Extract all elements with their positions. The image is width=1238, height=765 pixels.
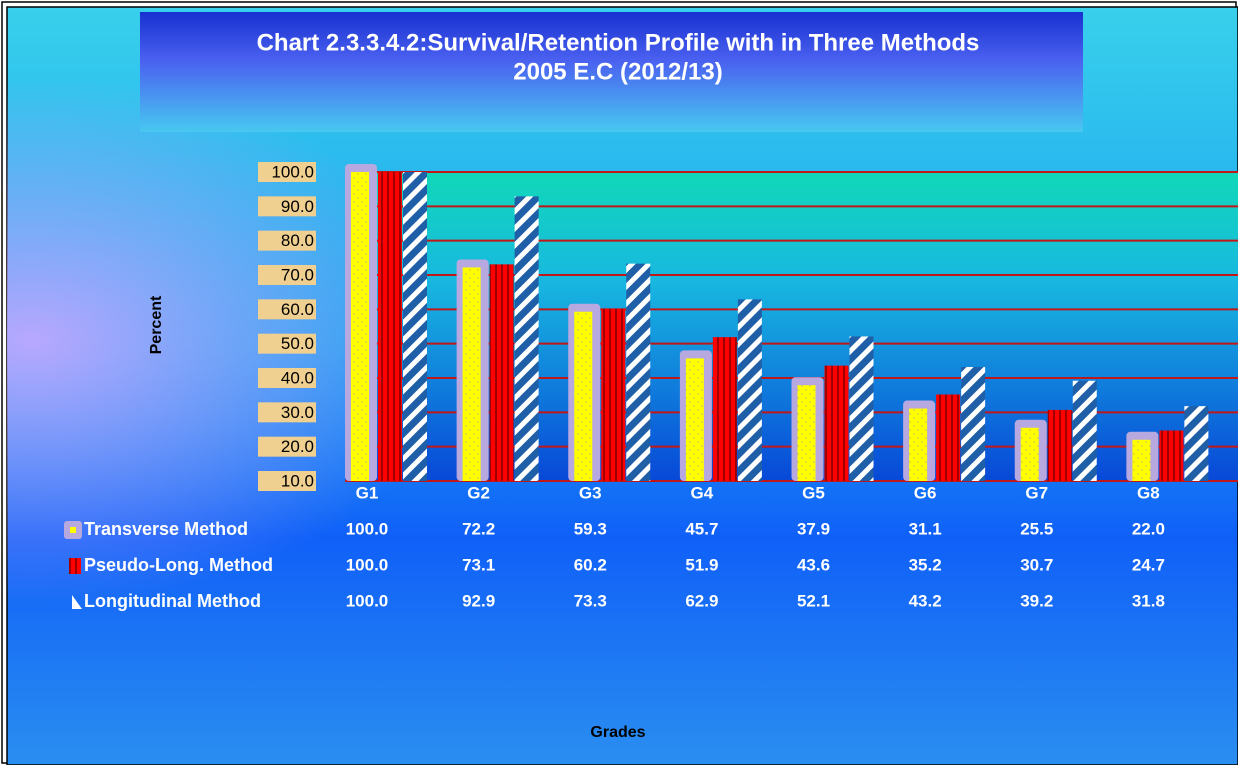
legend-label: Longitudinal Method <box>84 591 261 611</box>
data-table-value: 92.9 <box>462 591 495 610</box>
y-tick-box <box>258 162 316 182</box>
chart-subtitle: 2005 E.C (2012/13) <box>513 58 722 85</box>
legend-key <box>69 558 81 574</box>
data-table-value: 39.2 <box>1020 591 1053 610</box>
bar-face <box>1020 427 1039 481</box>
data-table-value: 100.0 <box>346 591 389 610</box>
y-tick-box <box>258 368 316 388</box>
y-tick-label: 70.0 <box>281 265 314 284</box>
bar-face <box>685 358 704 481</box>
bar-face <box>462 267 481 481</box>
legend-key <box>72 595 82 609</box>
data-table-value: 25.5 <box>1020 519 1053 538</box>
legend-key-face <box>70 527 76 533</box>
bar <box>626 263 651 481</box>
data-table-value: 62.9 <box>685 591 718 610</box>
y-tick-label: 90.0 <box>281 197 314 216</box>
bar-face <box>1132 439 1151 481</box>
legend-label: Pseudo-Long. Method <box>84 555 273 575</box>
bar <box>849 336 874 481</box>
data-table-value: 73.3 <box>574 591 607 610</box>
bar <box>1072 380 1097 481</box>
y-tick-box <box>258 196 316 217</box>
x-tick-label: G4 <box>691 483 714 502</box>
bar-face <box>574 311 593 481</box>
bar <box>1159 430 1184 481</box>
x-tick-label: G6 <box>914 483 937 502</box>
y-tick-box <box>258 265 316 285</box>
data-table-value: 59.3 <box>574 519 607 538</box>
bar <box>1047 409 1072 481</box>
data-table-value: 52.1 <box>797 591 830 610</box>
bar-face <box>797 385 816 481</box>
bar <box>403 172 427 481</box>
bar-face <box>909 408 928 481</box>
y-tick-label: 20.0 <box>281 437 314 456</box>
data-table-value: 24.7 <box>1132 555 1165 574</box>
data-table-value: 100.0 <box>346 555 389 574</box>
data-table-value: 22.0 <box>1132 519 1165 538</box>
y-tick-box <box>258 299 316 320</box>
data-table-value: 51.9 <box>685 555 718 574</box>
y-tick-label: 80.0 <box>281 231 314 250</box>
x-tick-label: G8 <box>1137 483 1160 502</box>
data-table-value: 30.7 <box>1020 555 1053 574</box>
data-table-value: 31.8 <box>1132 591 1165 610</box>
bar <box>936 394 961 481</box>
y-tick-box <box>258 230 316 251</box>
data-table-value: 43.6 <box>797 555 830 574</box>
y-tick-box <box>258 333 316 354</box>
data-table-value: 100.0 <box>346 519 389 538</box>
bar <box>737 299 762 481</box>
data-table-value: 45.7 <box>685 519 718 538</box>
bar <box>712 337 737 481</box>
y-tick-label: 40.0 <box>281 368 314 387</box>
x-tick-label: G1 <box>356 483 379 502</box>
bar <box>1184 406 1209 481</box>
y-tick-label: 100.0 <box>271 162 314 181</box>
bar <box>961 367 986 481</box>
y-tick-box <box>258 402 316 423</box>
bar <box>378 172 402 481</box>
y-tick-box <box>258 436 316 457</box>
y-tick-label: 10.0 <box>281 471 314 490</box>
data-table-value: 43.2 <box>909 591 942 610</box>
bar <box>824 365 849 481</box>
bar <box>489 264 514 481</box>
data-table-value: 37.9 <box>797 519 830 538</box>
y-tick-label: 60.0 <box>281 300 314 319</box>
y-tick-label: 50.0 <box>281 334 314 353</box>
bar <box>514 196 539 482</box>
data-table-value: 73.1 <box>462 555 495 574</box>
x-tick-label: G5 <box>802 483 825 502</box>
x-tick-label: G2 <box>467 483 490 502</box>
data-table-value: 35.2 <box>909 555 942 574</box>
data-table-value: 72.2 <box>462 519 495 538</box>
x-tick-label: G3 <box>579 483 602 502</box>
x-axis-title: Grades <box>590 724 645 741</box>
y-axis-title: Percent <box>148 295 165 354</box>
x-tick-label: G7 <box>1025 483 1048 502</box>
y-tick-label: 30.0 <box>281 403 314 422</box>
bar-face <box>351 172 369 481</box>
y-tick-box <box>258 471 316 491</box>
title-box <box>140 12 1083 132</box>
data-table-value: 60.2 <box>574 555 607 574</box>
data-table-value: 31.1 <box>909 519 942 538</box>
chart-title: Chart 2.3.3.4.2:Survival/Retention Profi… <box>257 29 980 56</box>
legend-label: Transverse Method <box>84 519 248 539</box>
bar <box>601 308 626 481</box>
